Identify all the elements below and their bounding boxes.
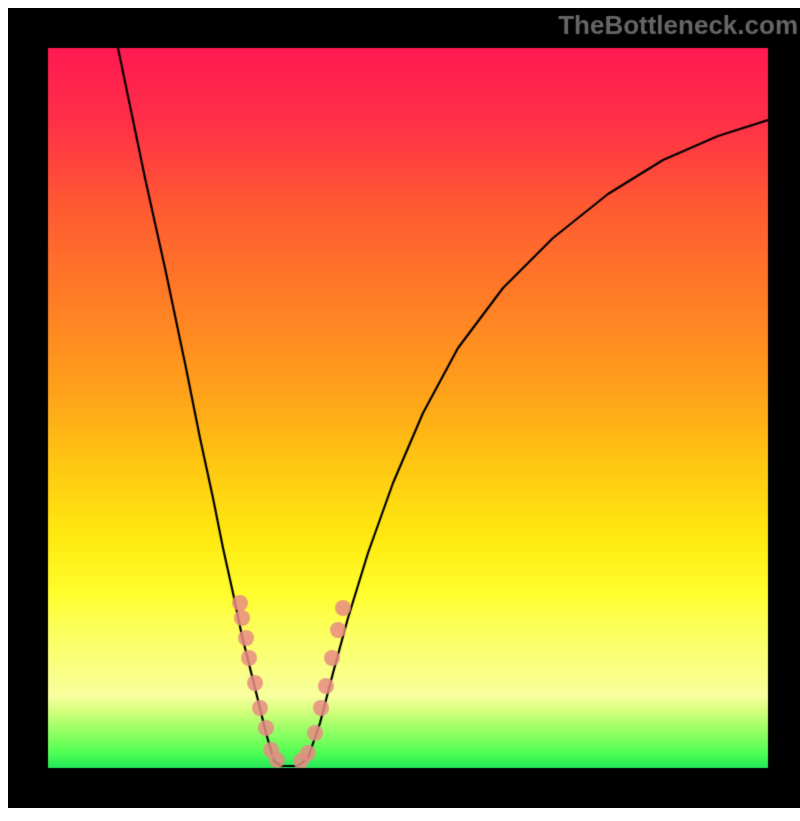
bottleneck-chart-canvas <box>8 8 800 808</box>
